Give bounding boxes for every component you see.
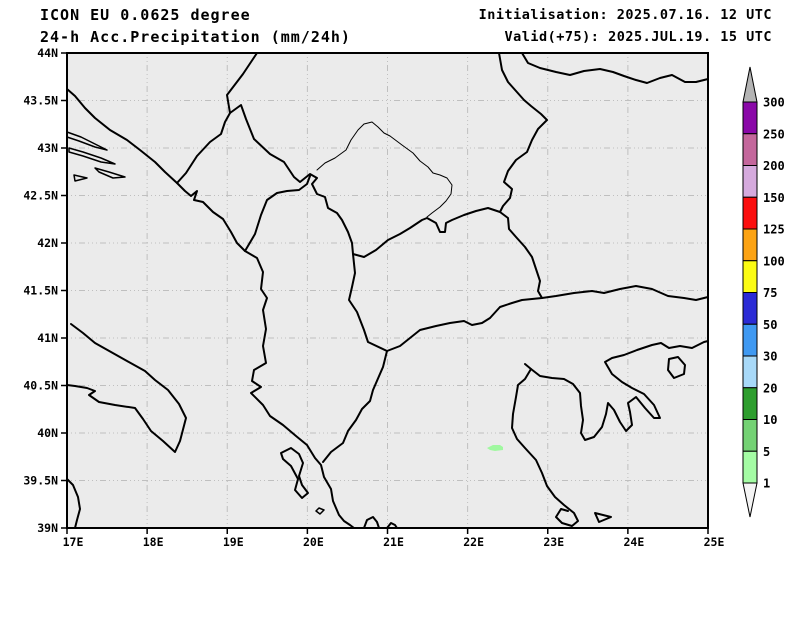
greece-coast-bump-2 — [386, 522, 398, 529]
country-borders — [66, 52, 709, 529]
colorbar-label-75: 75 — [763, 286, 777, 300]
lat-label-44N: 44N — [37, 46, 58, 60]
lat-label-39N: 39N — [37, 521, 58, 535]
colorbar-label-10: 10 — [763, 413, 777, 427]
lat-label-43.5N: 43.5N — [23, 94, 58, 108]
colorbar-segment-6 — [742, 292, 758, 325]
colorbar-label-30: 30 — [763, 350, 777, 364]
adriatic-coast — [66, 88, 355, 529]
lon-label-19E: 19E — [223, 535, 244, 549]
initialisation-time: Initialisation: 2025.07.16. 12 UTC — [478, 7, 772, 23]
colorbar-label-125: 125 — [763, 223, 785, 237]
lat-label-39.5N: 39.5N — [23, 474, 58, 488]
lon-label-22E: 22E — [463, 535, 484, 549]
lat-label-41.5N: 41.5N — [23, 284, 58, 298]
greece-coast-bump-1 — [363, 516, 380, 529]
precipitation-colorbar: 300 250 200 150 125 100 75 50 30 20 10 5 1 — [742, 66, 785, 518]
danube-border — [521, 52, 709, 84]
colorbar-label-20: 20 — [763, 381, 777, 395]
colorbar-segment-10 — [742, 419, 758, 452]
colorbar-label-100: 100 — [763, 254, 785, 268]
colorbar-label-50: 50 — [763, 318, 777, 332]
colorbar-segment-8 — [742, 355, 758, 389]
colorbar-segment-1 — [742, 133, 758, 166]
colorbar-label-1: 1 — [763, 477, 770, 491]
skopelos-island — [594, 512, 612, 523]
lat-label-41N: 41N — [37, 331, 58, 345]
lat-label-40N: 40N — [37, 426, 58, 440]
mljet-island — [94, 167, 126, 179]
lon-label-23E: 23E — [543, 535, 564, 549]
bosnia-montenegro-border — [176, 112, 231, 184]
colorbar-segment-4 — [742, 228, 758, 262]
serbia-bulgaria-border — [498, 52, 548, 299]
lon-label-18E: 18E — [143, 535, 164, 549]
colorbar-segment-0 — [742, 101, 758, 135]
colorbar-segment-3 — [742, 196, 758, 230]
lon-label-24E: 24E — [623, 535, 644, 549]
thasos-island — [667, 356, 686, 379]
lon-label-25E: 25E — [704, 535, 725, 549]
colorbar-under-range-arrow — [742, 482, 758, 518]
colorbar-segment-11 — [742, 450, 758, 484]
colorbar-label-150: 150 — [763, 191, 785, 205]
forecast-map: 44N 43.5N 43N 42.5N 42N 41.5N 41N 40.5N 40N 39.5N… — [23, 46, 724, 549]
colorbar-label-300: 300 — [763, 96, 785, 110]
lat-label-42.5N: 42.5N — [23, 189, 58, 203]
valid-time: Valid(+75): 2025.JUL.19. 15 UTC — [504, 29, 772, 45]
colorbar-segment-5 — [742, 260, 758, 293]
graticule — [67, 53, 708, 528]
colorbar-segment-2 — [742, 165, 758, 198]
montenegro-albania-border — [244, 175, 311, 252]
greece-north-border — [386, 285, 709, 352]
model-title: ICON EU 0.0625 degree — [40, 6, 251, 24]
precipitation-areas — [487, 445, 503, 451]
lastovo-island — [73, 174, 88, 182]
macedonia-north-border — [352, 207, 501, 258]
paxoi-island — [315, 507, 325, 515]
serbia-montenegro-albania-chain — [226, 52, 388, 463]
precip-spot-1-5mm — [487, 445, 503, 451]
lat-label-40.5N: 40.5N — [23, 379, 58, 393]
kosovo-boundary — [316, 121, 453, 218]
peljesac-island — [66, 131, 108, 151]
lon-label-21E: 21E — [383, 535, 404, 549]
lat-label-42N: 42N — [37, 236, 58, 250]
thermaic-gulf-pelion-coast — [511, 363, 579, 527]
korcula-island — [68, 147, 116, 165]
colorbar-over-range-arrow — [742, 66, 758, 103]
axes: 44N 43.5N 43N 42.5N 42N 41.5N 41N 40.5N 40N 39.5N… — [23, 46, 724, 549]
colorbar-segment-9 — [742, 387, 758, 420]
colorbar-label-250: 250 — [763, 127, 785, 141]
italy-calabria-coast — [66, 478, 81, 529]
lat-label-43N: 43N — [37, 141, 58, 155]
colorbar-label-5: 5 — [763, 445, 770, 459]
corfu-island — [280, 447, 309, 499]
chalkidiki-coast — [530, 340, 709, 441]
lon-label-20E: 20E — [303, 535, 324, 549]
colorbar-segment-7 — [742, 323, 758, 357]
italy-puglia-coast — [66, 323, 187, 453]
product-title: 24-h Acc.Precipitation (mm/24h) — [40, 28, 351, 46]
colorbar-label-200: 200 — [763, 159, 785, 173]
lon-label-17E: 17E — [63, 535, 84, 549]
